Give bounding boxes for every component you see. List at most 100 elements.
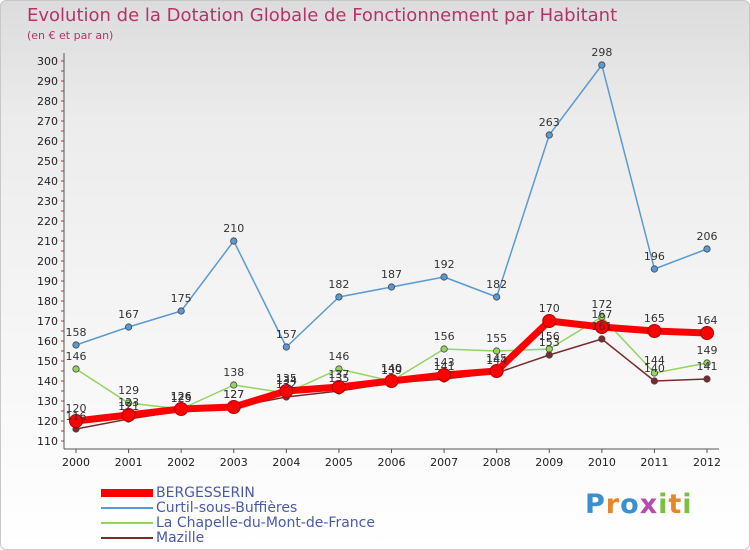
data-label-bergesserin: 120 [66,402,87,415]
data-label-curtil-sous-buffieres: 157 [276,328,297,341]
data-point-la-chapelle-du-mont-de-france [440,345,448,353]
data-label-la-chapelle-du-mont-de-france: 134 [276,374,297,387]
data-label-la-chapelle-du-mont-de-france: 144 [644,354,665,367]
series-layer [69,61,714,433]
data-label-curtil-sous-buffieres: 192 [434,258,455,271]
data-label-bergesserin: 135 [276,372,297,385]
y-tick-label: 140 [37,375,58,388]
data-label-la-chapelle-du-mont-de-france: 146 [66,350,87,363]
data-label-la-chapelle-du-mont-de-france: 156 [434,330,455,343]
logo-letter: i [658,489,669,520]
data-point-bergesserin [437,368,452,382]
series-curtil-sous-buffieres [72,61,711,351]
y-tick-label: 200 [37,255,58,268]
data-label-la-chapelle-du-mont-de-france: 155 [486,332,507,345]
data-label-la-chapelle-du-mont-de-france: 146 [328,350,349,363]
x-tick-label: 2010 [588,456,616,469]
data-point-bergesserin [700,326,714,340]
x-tick-label: 2002 [167,456,195,469]
chart-title: Evolution de la Dotation Globale de Fonc… [27,5,618,26]
x-tick-label: 2001 [115,456,143,469]
data-label-curtil-sous-buffieres: 210 [223,222,244,235]
y-tick-label: 270 [37,115,58,128]
data-point-curtil-sous-buffieres [703,245,711,253]
data-point-curtil-sous-buffieres [545,131,553,139]
legend: BERGESSERIN Curtil-sous-Buffières La Cha… [101,485,421,546]
data-point-bergesserin [594,320,609,334]
y-tick-label: 290 [37,75,58,88]
x-tick-label: 2003 [220,456,248,469]
axes: 110 120 130 140 150 160 170 180 190 200 210 220 230 2… [37,53,721,469]
data-label-la-chapelle-du-mont-de-france: 138 [223,366,244,379]
legend-swatch-bergesserin [101,489,153,497]
y-tick-label: 250 [37,155,58,168]
data-label-curtil-sous-buffieres: 196 [644,250,665,263]
y-tick-label: 300 [37,55,58,68]
data-label-bergesserin: 126 [171,390,192,403]
x-tick-label: 2004 [272,456,300,469]
logo-letter: i [682,489,693,520]
data-label-bergesserin: 145 [486,352,507,365]
y-tick-label: 170 [37,315,58,328]
x-tick-label: 2012 [693,456,721,469]
data-point-curtil-sous-buffieres [650,265,659,273]
data-label-bergesserin: 165 [644,312,665,325]
data-point-bergesserin [542,314,557,328]
data-point-bergesserin [279,384,294,398]
data-point-curtil-sous-buffieres [282,343,290,351]
chart-subtitle: (en € et par an) [27,29,114,42]
y-tick-label: 130 [37,395,58,408]
y-tick-label: 230 [37,195,58,208]
data-label-bergesserin: 164 [697,314,718,327]
legend-label-la-chapelle: La Chapelle-du-Mont-de-France [156,515,375,531]
data-label-mazille: 141 [697,360,718,373]
data-label-la-chapelle-du-mont-de-france: 126 [171,390,192,403]
data-point-bergesserin [331,380,346,394]
data-label-mazille: 125 [171,392,192,405]
data-label-mazille: 132 [276,378,297,391]
legend-label-curtil-sous-buffieres: Curtil-sous-Buffières [156,500,298,516]
data-point-la-chapelle-du-mont-de-france [335,365,343,373]
y-tick-label: 120 [37,415,58,428]
legend-swatch-curtil-sous-buffieres [101,507,153,509]
y-tick-label: 190 [37,275,58,288]
data-label-curtil-sous-buffieres: 182 [486,278,507,291]
data-label-mazille: 140 [644,362,665,375]
legend-item-la-chapelle: La Chapelle-du-Mont-de-France [101,515,421,531]
data-point-curtil-sous-buffieres [124,323,133,331]
data-label-bergesserin: 167 [591,308,612,321]
x-tick-label: 2006 [378,456,406,469]
data-point-curtil-sous-buffieres [230,237,238,245]
data-point-bergesserin [69,414,83,428]
data-label-mazille: 144 [486,354,507,367]
data-point-mazille [703,375,711,383]
legend-label-bergesserin: BERGESSERIN [156,485,255,501]
legend-item-bergesserin: BERGESSERIN [101,485,421,501]
data-label-mazille: 139 [381,364,402,377]
data-label-mazille: 153 [539,336,560,349]
data-label-mazille: 135 [328,372,349,385]
data-label-la-chapelle-du-mont-de-france: 172 [591,298,612,311]
data-label-la-chapelle-du-mont-de-france: 140 [381,362,402,375]
y-tick-label: 110 [37,435,58,448]
data-point-curtil-sous-buffieres [335,293,343,301]
data-point-la-chapelle-du-mont-de-france [230,381,238,389]
data-point-bergesserin [489,364,504,378]
data-label-curtil-sous-buffieres: 158 [66,326,87,339]
data-label-la-chapelle-du-mont-de-france: 156 [539,330,560,343]
data-label-mazille: 116 [66,410,87,423]
data-label-mazille: 127 [223,388,244,401]
data-point-mazille [598,335,606,343]
data-point-la-chapelle-du-mont-de-france [493,347,501,355]
legend-item-mazille: Mazille [101,530,421,546]
x-tick-label: 2008 [483,456,511,469]
x-tick-label: 2005 [325,456,353,469]
y-tick-label: 280 [37,95,58,108]
y-tick-label: 150 [37,355,58,368]
legend-swatch-mazille [101,537,153,539]
data-label-bergesserin: 123 [118,396,139,409]
data-point-curtil-sous-buffieres [177,307,185,315]
